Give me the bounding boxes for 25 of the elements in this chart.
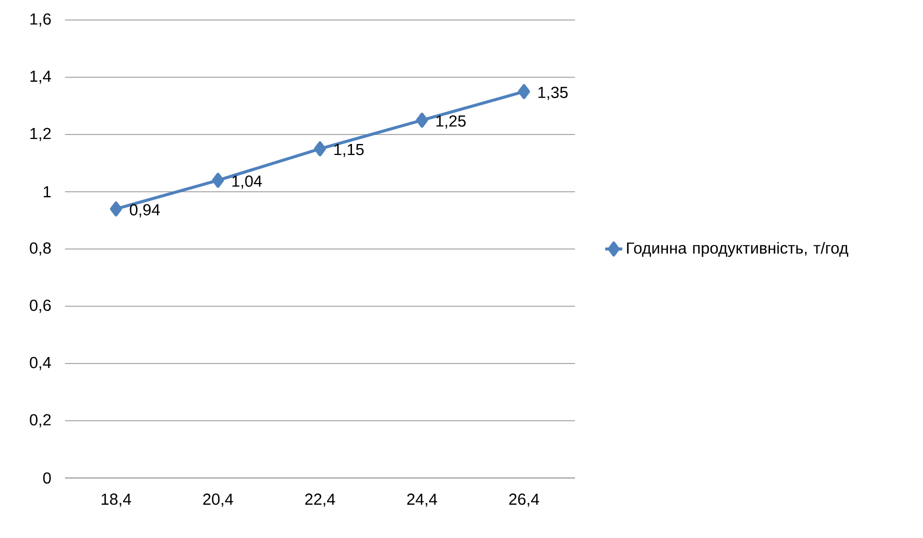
y-tick-label: 0,8: [30, 242, 51, 256]
y-tick-label: 1,4: [30, 70, 51, 84]
x-tick-label: 22,4: [305, 494, 336, 507]
x-tick-label: 26,4: [509, 494, 540, 507]
y-tick-label: 1,6: [30, 13, 51, 27]
data-label: 1,15: [334, 144, 364, 158]
y-tick-label: 0: [43, 472, 51, 484]
y-tick-label: 1,2: [30, 128, 51, 142]
y-tick-label: 0,6: [30, 300, 51, 313]
y-tick-label: 0,4: [30, 356, 51, 370]
point: [518, 84, 530, 100]
x-tick-label: 18,4: [102, 494, 132, 507]
data-label: 1,04: [232, 176, 262, 189]
data-label: 1,35: [538, 86, 568, 100]
point: [314, 141, 326, 156]
point: [110, 201, 122, 216]
point: [416, 112, 428, 128]
legend-label: Годинна продуктивність, т/год: [627, 242, 848, 257]
x-tick-label: 20,4: [203, 494, 234, 507]
y-tick-label: 1: [44, 186, 51, 198]
data-label: 0,94: [130, 204, 160, 218]
point: [212, 172, 224, 188]
x-tick-label: 24,4: [407, 494, 438, 507]
data-label: 1,25: [436, 115, 466, 129]
y-tick-label: 0,2: [30, 414, 51, 428]
